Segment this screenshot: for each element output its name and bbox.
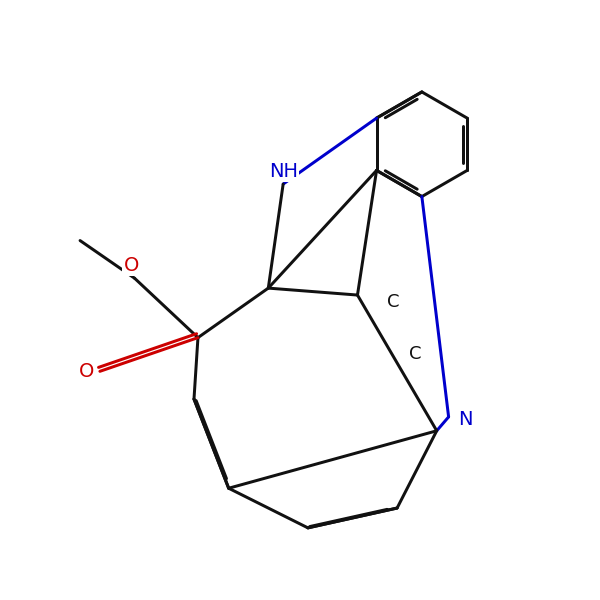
Text: C: C bbox=[409, 346, 421, 364]
Text: O: O bbox=[124, 256, 139, 275]
Text: C: C bbox=[387, 293, 400, 311]
Text: NH: NH bbox=[269, 161, 298, 181]
Text: O: O bbox=[79, 362, 94, 381]
Text: N: N bbox=[458, 410, 473, 430]
